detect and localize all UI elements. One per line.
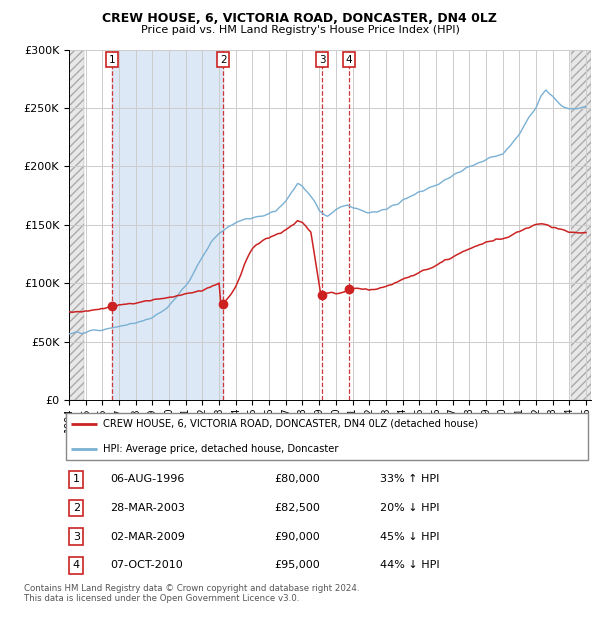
Text: 2: 2 [73,503,80,513]
Text: 4: 4 [73,560,80,570]
Text: CREW HOUSE, 6, VICTORIA ROAD, DONCASTER, DN4 0LZ: CREW HOUSE, 6, VICTORIA ROAD, DONCASTER,… [103,12,497,25]
Text: Price paid vs. HM Land Registry's House Price Index (HPI): Price paid vs. HM Land Registry's House … [140,25,460,35]
Text: 28-MAR-2003: 28-MAR-2003 [110,503,185,513]
Text: £80,000: £80,000 [274,474,320,484]
Text: 1: 1 [109,55,116,65]
Bar [571,50,591,400]
Text: 1: 1 [73,474,80,484]
Bar [69,50,85,400]
Text: CREW HOUSE, 6, VICTORIA ROAD, DONCASTER, DN4 0LZ (detached house): CREW HOUSE, 6, VICTORIA ROAD, DONCASTER,… [103,418,478,429]
Text: £95,000: £95,000 [274,560,320,570]
Text: 4: 4 [346,55,352,65]
Text: 02-MAR-2009: 02-MAR-2009 [110,532,185,542]
Text: £90,000: £90,000 [274,532,320,542]
Text: 3: 3 [73,532,80,542]
Text: 33% ↑ HPI: 33% ↑ HPI [380,474,439,484]
Text: Contains HM Land Registry data © Crown copyright and database right 2024.
This d: Contains HM Land Registry data © Crown c… [24,584,359,603]
Text: 3: 3 [319,55,325,65]
Text: 45% ↓ HPI: 45% ↓ HPI [380,532,439,542]
Text: 06-AUG-1996: 06-AUG-1996 [110,474,185,484]
Bar [112,50,223,400]
Text: 2: 2 [220,55,226,65]
Text: £82,500: £82,500 [274,503,320,513]
Text: 44% ↓ HPI: 44% ↓ HPI [380,560,439,570]
Text: 07-OCT-2010: 07-OCT-2010 [110,560,183,570]
Text: 20% ↓ HPI: 20% ↓ HPI [380,503,439,513]
Text: HPI: Average price, detached house, Doncaster: HPI: Average price, detached house, Donc… [103,444,338,454]
FancyBboxPatch shape [65,412,589,461]
